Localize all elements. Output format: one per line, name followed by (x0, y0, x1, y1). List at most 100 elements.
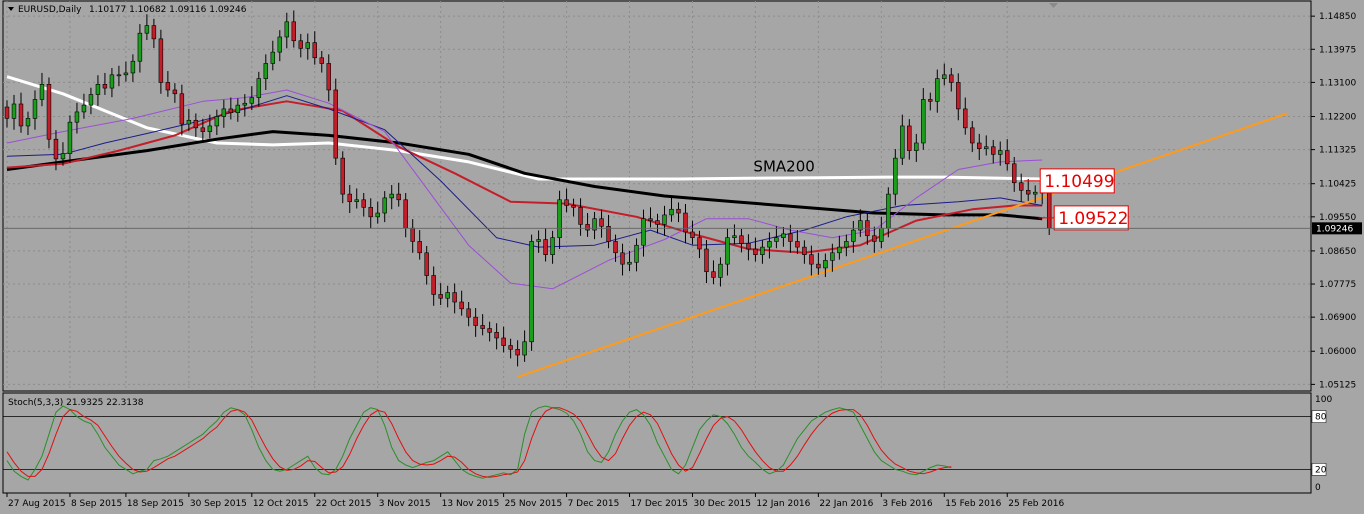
candle-bull (921, 99, 926, 144)
time-tick-label: 15 Feb 2016 (945, 499, 1001, 509)
price-tick-label: 1.10425 (1319, 180, 1356, 190)
time-tick-label: 3 Nov 2015 (379, 499, 431, 509)
ma-line-ma-blue (6, 95, 1043, 248)
candle-bear (585, 224, 590, 231)
candle-bear (963, 108, 968, 129)
candle-bull (116, 74, 122, 77)
candle-bull (627, 261, 632, 265)
candle-bear (46, 84, 52, 140)
candle-bull (998, 150, 1003, 155)
candle-bear (1012, 163, 1017, 184)
candle-bull (88, 94, 94, 106)
candle-bull (256, 78, 262, 98)
time-tick-label: 25 Nov 2015 (505, 499, 563, 509)
candle-bull (984, 146, 989, 149)
candle-bear (809, 254, 814, 265)
candle-bear (18, 103, 24, 127)
candle-bear (739, 235, 744, 244)
candle-bull (837, 246, 842, 254)
candle-bull (32, 99, 38, 119)
candle-bull (557, 199, 562, 238)
time-tick-label: 8 Sep 2015 (71, 499, 122, 509)
price-badge-1: 1.10499 (1044, 172, 1114, 192)
candle-bear (165, 82, 171, 91)
candle-bear (298, 40, 303, 49)
candle-bull (844, 241, 849, 248)
stoch-grid (3, 416, 1311, 470)
candle-bull (74, 111, 80, 123)
candle-bear (802, 246, 807, 255)
candle-bull (886, 193, 891, 229)
stoch-title: Stoch(5,3,3) 21.9325 22.3138 (8, 398, 144, 408)
candle-bear (907, 125, 912, 151)
candle-bull (305, 42, 310, 49)
candle-bull (81, 104, 87, 113)
candle-bull (781, 233, 786, 238)
candle-bear (753, 248, 758, 255)
candle-bear (494, 332, 499, 339)
candle-bear (459, 301, 464, 310)
candle-bull (1032, 191, 1038, 195)
candle-bull (270, 51, 276, 64)
candle-bear (711, 271, 716, 278)
candle-bear (291, 21, 297, 42)
sma200-label: SMA200 (753, 157, 814, 175)
candle-bull (207, 125, 213, 132)
stoch-level-box (1311, 410, 1327, 423)
candle-bear (403, 199, 408, 229)
candle-bear (599, 218, 604, 227)
price-tick-label: 1.08650 (1319, 247, 1356, 257)
candle-bear (620, 252, 625, 265)
candle-bear (690, 231, 695, 238)
candle-bear (578, 207, 583, 225)
stoch-lines (6, 405, 952, 481)
price-badge-box (1039, 168, 1115, 194)
stoch-axis: 100 80 20 0 (1311, 395, 1332, 493)
candle-bear (564, 199, 569, 206)
candle-bear (333, 89, 338, 159)
candle-bear (368, 207, 373, 218)
candle-bear (438, 294, 443, 299)
candle-bear (431, 275, 436, 295)
price-axis: 1.14850 1.13975 1.13100 1.12200 1.11325 1.104… (3, 12, 1362, 390)
stoch-level-box (1311, 463, 1327, 476)
candle-bear (655, 220, 660, 225)
candle-bear (172, 89, 178, 95)
candle-bull (144, 25, 150, 34)
time-tick-label: 18 Sep 2015 (127, 499, 184, 509)
ma-line-ma-red (6, 100, 1043, 254)
collapse-triangle-icon[interactable] (8, 7, 14, 11)
candle-bull (39, 84, 45, 100)
candle-bear (473, 316, 478, 326)
candle-bear (606, 225, 611, 242)
candle-bull (389, 193, 394, 199)
time-tick-label: 17 Dec 2015 (631, 499, 689, 509)
price-badge-box (1053, 205, 1129, 231)
price-tick-label: 1.07775 (1319, 280, 1356, 290)
candle-bull (109, 74, 115, 89)
candle-bear (872, 235, 877, 242)
stoch-tick-label: 80 (1315, 413, 1327, 423)
candle-bull (95, 84, 101, 95)
candle-bull (382, 197, 387, 214)
stoch-line-signal (6, 407, 952, 478)
candle-bear (312, 42, 317, 59)
time-tick-label: 3 Feb 2016 (882, 499, 933, 509)
candle-bull (662, 214, 667, 225)
time-tick-label: 7 Dec 2015 (568, 499, 620, 509)
candle-bear (424, 252, 429, 276)
candle-bull (900, 125, 905, 159)
candle-bear (1005, 150, 1010, 165)
candle-bear (746, 243, 751, 250)
scroll-marker-icon[interactable] (1049, 3, 1058, 8)
candle-bull (235, 104, 241, 113)
candle-bull (858, 220, 863, 231)
stoch-tick-label: 0 (1315, 483, 1321, 493)
candle-bear (396, 193, 401, 201)
candle-bear (466, 308, 471, 318)
price-tick-label: 1.13975 (1319, 45, 1356, 55)
candle-bear (319, 57, 324, 64)
candle-bull (354, 199, 359, 202)
annotations: SMA200 1.10499 1.09522 (753, 157, 1129, 231)
